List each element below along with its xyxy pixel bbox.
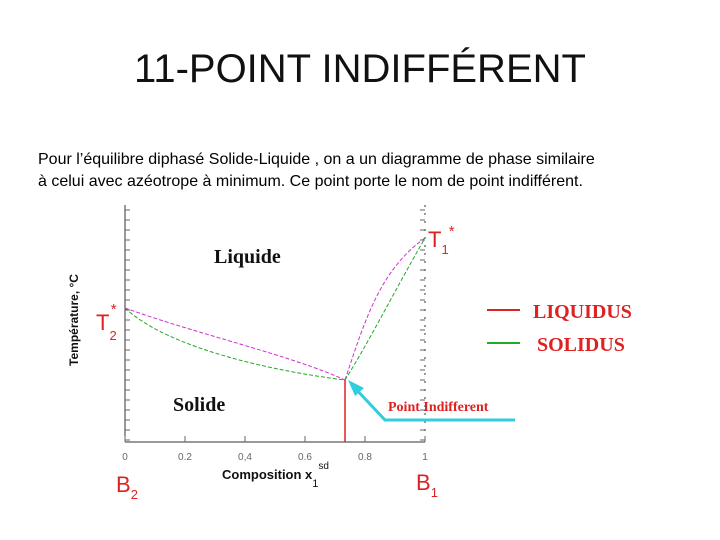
x-tick-label: 0.6 (298, 452, 312, 463)
x-tick-label: 1 (422, 452, 428, 463)
x-tick-label: 0 (122, 452, 128, 463)
t1-sub: 1 (441, 242, 448, 257)
region-label: Liquide (214, 246, 281, 268)
liquidus-left (124, 307, 346, 381)
diagram: Liquide Solide Point Indifferent Tempéra… (67, 205, 632, 502)
region-label: Solide (173, 394, 225, 416)
t2-main: T (96, 310, 109, 335)
solidus-right (344, 237, 426, 381)
t1-label: T1* (428, 223, 455, 257)
y-axis-label: Température, °C (67, 274, 81, 366)
arrow (350, 383, 515, 422)
paragraph-line: Pour l’équilibre diphasé Solide-Liquide … (38, 151, 595, 168)
arrow-head (348, 380, 364, 396)
t2-sup: * (111, 301, 117, 318)
x-tick-label: 0.8 (358, 452, 372, 463)
b1-sub: 1 (431, 485, 438, 500)
point-label: Point Indifferent (388, 400, 489, 415)
x-tick-labels: 0 0.2 0,4 0.6 0.8 1 (122, 452, 428, 463)
x-axis-main: Composition x (222, 467, 313, 482)
x-axis-sub: 1 (312, 478, 318, 490)
b1-main: B (416, 470, 431, 495)
x-axis-sup: sd (318, 461, 329, 472)
legend: LIQUIDUS SOLIDUS (487, 301, 632, 356)
b1-label: B1 (416, 470, 438, 500)
b2-main: B (116, 472, 131, 497)
legend-label: SOLIDUS (537, 334, 625, 356)
paragraph-line: à celui avec azéotrope à minimum. Ce poi… (38, 173, 583, 190)
x-tick-label: 0.2 (178, 452, 192, 463)
t2-sub: 2 (109, 328, 116, 343)
b2-sub: 2 (131, 487, 138, 502)
b2-label: B2 (116, 472, 138, 502)
t2-label: T2 * (96, 301, 117, 343)
t1-sup: * (449, 223, 455, 240)
x-axis-label: Composition x1sd (222, 461, 329, 490)
solidus-left (124, 307, 346, 381)
x-tick-label: 0,4 (238, 452, 252, 463)
legend-label: LIQUIDUS (533, 301, 632, 323)
slide-title: 11-POINT INDIFFÉRENT (134, 46, 586, 91)
liquidus-right (344, 237, 426, 381)
t1-main: T (428, 227, 441, 252)
axis-ticks (124, 209, 426, 442)
